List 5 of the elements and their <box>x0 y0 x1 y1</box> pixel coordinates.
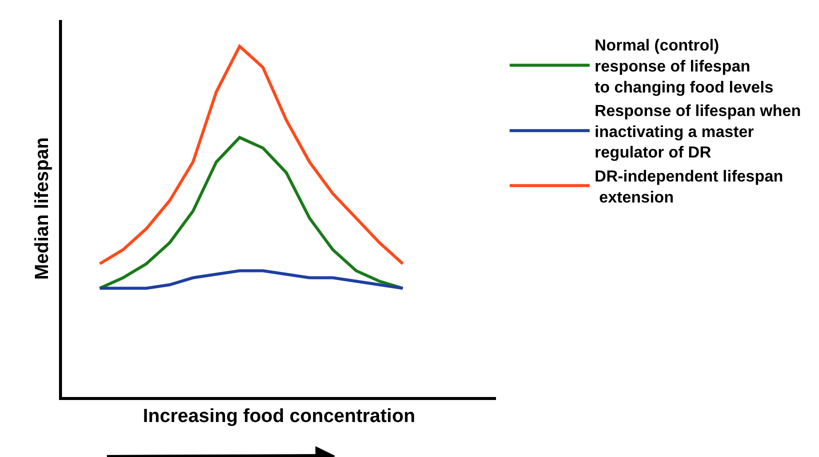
legend-label: DR-independent lifespan extension <box>594 168 784 206</box>
legend-label: Response of lifespan when inactivating a master regulator of DR <box>594 103 801 162</box>
y-axis-title: Median lifespan <box>32 137 53 280</box>
x-axis-title: Increasing food concentration <box>142 406 416 428</box>
legend-label: Normal (control) response of lifespan to changing food levels <box>594 38 774 96</box>
